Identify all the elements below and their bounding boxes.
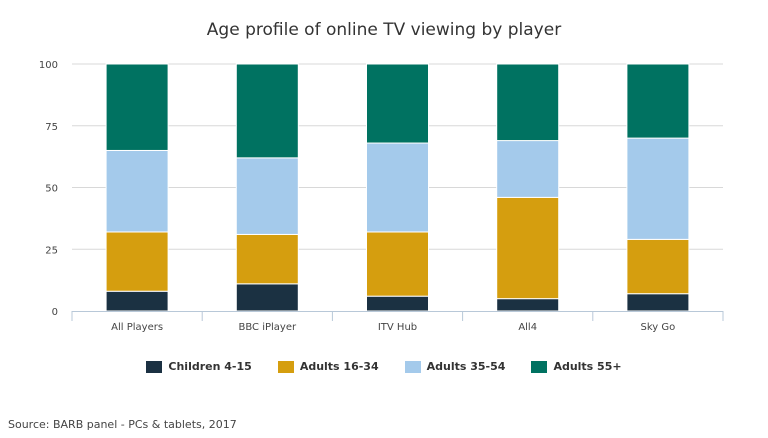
legend-label: Children 4-15 bbox=[168, 360, 252, 373]
bar-segment-children-4-15 bbox=[366, 295, 429, 312]
legend-label: Adults 35-54 bbox=[426, 360, 506, 373]
bar-segment-adults-16-34 bbox=[235, 233, 299, 285]
x-axis: All Players BBC iPlayer ITV Hub All4 Sky Go bbox=[71, 311, 724, 333]
chart-title: Age profile of online TV viewing by play… bbox=[206, 20, 562, 40]
bar-segment-adults-55- bbox=[626, 63, 690, 139]
bar-segment-adults-35-54 bbox=[626, 137, 690, 240]
legend-swatch bbox=[531, 360, 548, 373]
y-tick-label: 75 bbox=[45, 122, 58, 133]
source-note: Source: BARB panel - PCs & tablets, 2017 bbox=[8, 418, 237, 431]
bar-segment-adults-35-54 bbox=[366, 142, 429, 233]
bar-segment-adults-16-34 bbox=[626, 238, 690, 295]
bar-segment-adults-55- bbox=[496, 63, 560, 142]
legend-swatch bbox=[277, 360, 294, 373]
bars bbox=[105, 63, 690, 312]
bar-segment-children-4-15 bbox=[235, 283, 299, 312]
legend-swatch bbox=[404, 360, 421, 373]
legend-item[interactable]: Adults 55+ bbox=[531, 360, 622, 373]
bar-segment-adults-35-54 bbox=[496, 140, 560, 198]
stacked-bar-chart: 0 25 50 75 100 All Players BBC iPlayer ITV Hub… bbox=[39, 60, 724, 333]
bar-segment-adults-55- bbox=[105, 63, 169, 151]
x-tick-label: All4 bbox=[518, 322, 537, 333]
y-tick-label: 0 bbox=[52, 307, 58, 318]
legend-item[interactable]: Adults 35-54 bbox=[404, 360, 506, 373]
bar-segment-children-4-15 bbox=[496, 298, 560, 312]
y-tick-label: 50 bbox=[45, 184, 58, 195]
bar-segment-adults-35-54 bbox=[235, 157, 299, 235]
bar-segment-adults-55- bbox=[366, 63, 429, 144]
y-tick-label: 25 bbox=[45, 245, 58, 256]
legend-label: Adults 16-34 bbox=[299, 360, 379, 373]
legend-item[interactable]: Children 4-15 bbox=[146, 360, 252, 373]
x-tick-label: Sky Go bbox=[641, 322, 676, 333]
bar-segment-children-4-15 bbox=[105, 290, 169, 312]
legend-swatch bbox=[146, 360, 163, 373]
y-axis-ticks: 0 25 50 75 100 bbox=[39, 60, 58, 318]
legend-label: Adults 55+ bbox=[553, 360, 622, 373]
bar-segment-adults-16-34 bbox=[366, 231, 429, 297]
x-tick-label: BBC iPlayer bbox=[238, 322, 296, 333]
bar-segment-adults-35-54 bbox=[105, 149, 169, 233]
bar-segment-children-4-15 bbox=[626, 293, 690, 312]
y-tick-label: 100 bbox=[39, 60, 58, 71]
x-tick-label: All Players bbox=[111, 322, 163, 333]
x-tick-label: ITV Hub bbox=[378, 322, 417, 333]
legend-item[interactable]: Adults 16-34 bbox=[277, 360, 379, 373]
bar-segment-adults-16-34 bbox=[496, 196, 560, 300]
bar-segment-adults-55- bbox=[235, 63, 299, 159]
bar-segment-adults-16-34 bbox=[105, 231, 169, 292]
legend: Children 4-15 Adults 16-34 Adults 35-54 Adu… bbox=[0, 360, 768, 373]
